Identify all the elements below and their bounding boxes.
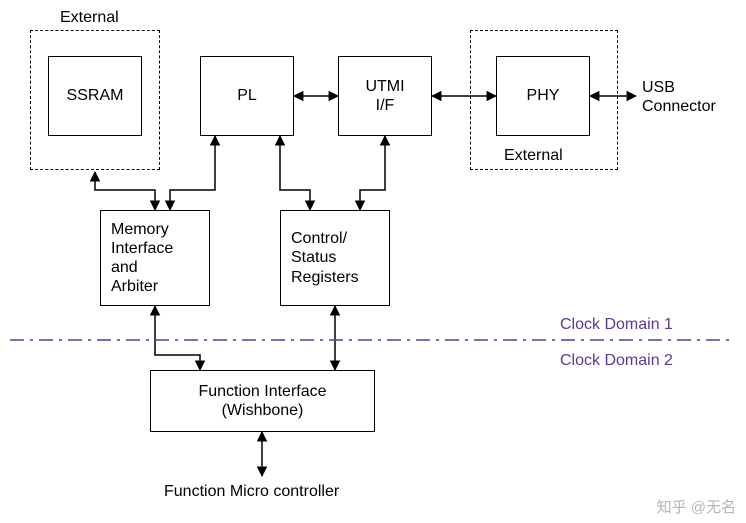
label-external-left: External [60,8,119,27]
label-clock-domain-1: Clock Domain 1 [560,316,673,334]
box-ssram: SSRAM [48,56,142,136]
box-pl: PL [200,56,294,136]
arrow-utmi-csr [360,136,385,210]
box-memory-interface-arbiter: MemoryInterfaceandArbiter [100,210,210,306]
label-clock-domain-2: Clock Domain 2 [560,352,673,370]
arrow-memif-func [155,306,200,370]
label-usb-connector: USBConnector [642,78,716,116]
box-utmi-if: UTMII/F [338,56,432,136]
box-phy: PHY [496,56,590,136]
label-function-micro-controller: Function Micro controller [164,482,339,501]
watermark: 知乎 @无名 [657,496,736,517]
arrow-pl-csr [280,136,310,210]
label-external-right: External [504,146,563,165]
box-control-status-registers: Control/StatusRegisters [280,210,390,306]
arrow-ssram-memif [95,172,155,210]
box-function-interface-wishbone: Function Interface(Wishbone) [150,370,375,432]
arrow-pl-memif [170,136,215,210]
